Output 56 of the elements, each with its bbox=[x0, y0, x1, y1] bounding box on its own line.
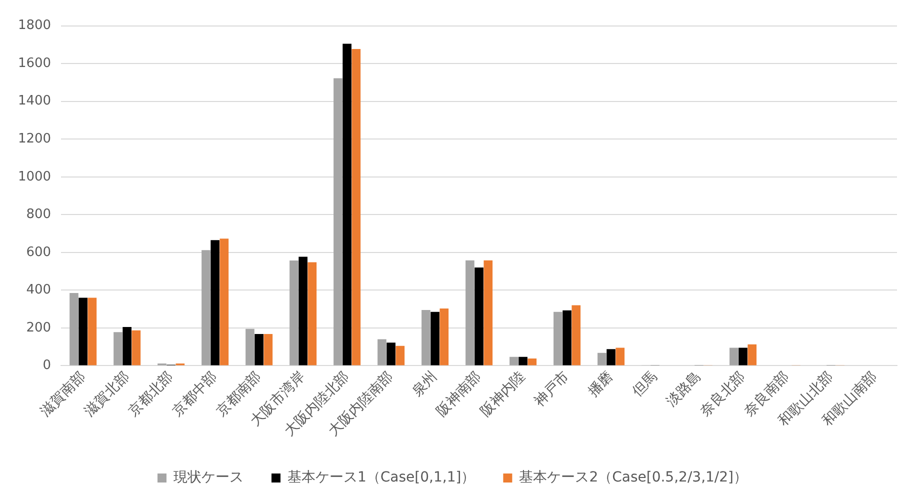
bar bbox=[396, 346, 405, 366]
bar bbox=[554, 312, 562, 366]
y-tick-label: 1600 bbox=[18, 56, 52, 71]
bar bbox=[246, 328, 254, 366]
bar bbox=[308, 262, 317, 366]
bar bbox=[334, 78, 342, 366]
bar bbox=[386, 342, 396, 366]
bar bbox=[378, 339, 386, 366]
bar bbox=[440, 308, 449, 366]
bar bbox=[254, 334, 264, 366]
bar bbox=[78, 298, 88, 366]
bar bbox=[510, 356, 518, 366]
bar bbox=[430, 312, 440, 366]
bar bbox=[298, 256, 308, 366]
y-tick-label: 600 bbox=[26, 244, 52, 260]
bar bbox=[466, 260, 474, 366]
bar bbox=[484, 260, 493, 366]
bar bbox=[748, 344, 757, 366]
bar bbox=[738, 348, 748, 366]
y-tick-label: 200 bbox=[26, 320, 52, 336]
bar bbox=[342, 44, 352, 366]
y-tick-label: 1200 bbox=[18, 131, 52, 146]
bar bbox=[352, 49, 361, 366]
bar bbox=[562, 310, 572, 366]
x-tick-label: 但馬 bbox=[629, 368, 660, 400]
x-tick-label: 泉州 bbox=[409, 368, 440, 400]
legend-label: 現状ケース bbox=[173, 470, 244, 486]
bar bbox=[88, 298, 97, 366]
y-tick-label: 800 bbox=[26, 207, 52, 222]
y-tick-label: 1400 bbox=[18, 94, 52, 109]
bar bbox=[528, 358, 537, 366]
bar bbox=[616, 348, 625, 366]
bar bbox=[202, 250, 210, 366]
bar bbox=[606, 349, 616, 366]
y-tick-label: 0 bbox=[42, 358, 52, 374]
legend-label: 基本ケース2（Case[0.5,2/3,1/2]） bbox=[519, 470, 748, 486]
bar bbox=[422, 310, 430, 366]
x-tick-label: 神戸市 bbox=[531, 368, 572, 410]
bar bbox=[598, 352, 606, 366]
bar bbox=[220, 238, 229, 366]
bar bbox=[730, 348, 738, 366]
bar bbox=[474, 268, 484, 366]
bar bbox=[114, 332, 122, 366]
bar bbox=[264, 334, 273, 366]
y-tick-label: 1000 bbox=[18, 169, 52, 184]
bar bbox=[122, 327, 132, 366]
bar bbox=[518, 356, 528, 366]
bar bbox=[210, 240, 220, 366]
bar bbox=[572, 305, 581, 366]
y-tick-label: 400 bbox=[26, 282, 52, 298]
legend-label: 基本ケース1（Case[0,1,1]） bbox=[287, 470, 476, 486]
x-tick-label: 播磨 bbox=[585, 368, 616, 400]
bar bbox=[290, 260, 298, 366]
bar bbox=[70, 293, 78, 366]
bar bbox=[132, 330, 141, 366]
y-tick-label: 1800 bbox=[18, 18, 52, 34]
